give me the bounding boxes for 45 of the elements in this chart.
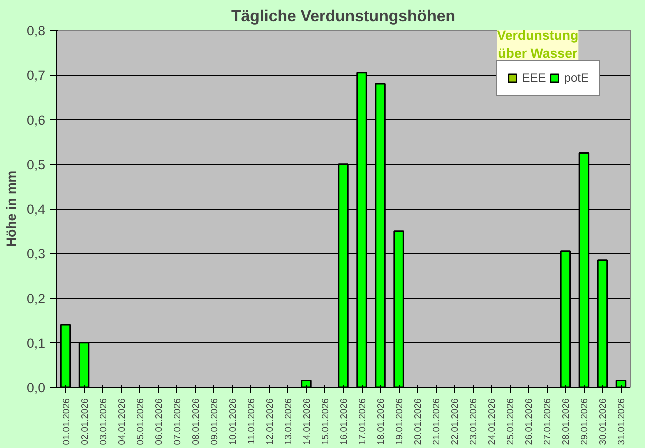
x-tick-label: 14.01.2026 xyxy=(302,398,312,446)
x-tick-label: 10.01.2026 xyxy=(228,398,238,446)
y-tick-label: 0,5 xyxy=(26,157,46,172)
y-tick-label: 0,1 xyxy=(26,336,46,351)
x-tick-label: 04.01.2026 xyxy=(116,398,127,446)
legend-label: EEE xyxy=(522,71,546,85)
x-tick-label: 12.01.2026 xyxy=(264,398,275,446)
x-tick-label: 05.01.2026 xyxy=(135,398,146,446)
x-tick-label: 02.01.2026 xyxy=(80,398,90,446)
x-tick-label: 15.01.2026 xyxy=(320,398,330,446)
x-tick-label: 11.01.2026 xyxy=(246,398,256,444)
x-tick-label: 29.01.2026 xyxy=(580,398,590,446)
x-tick-label: 09.01.2026 xyxy=(209,398,220,446)
y-tick-label: 0,4 xyxy=(26,202,46,217)
x-tick-label: 20.01.2026 xyxy=(413,398,424,446)
x-tick-label: 25.01.2026 xyxy=(506,398,516,446)
x-tick-label: 22.01.2026 xyxy=(450,398,460,446)
y-axis-title: Höhe in mm xyxy=(4,170,19,248)
x-tick-label: 24.01.2026 xyxy=(487,398,498,446)
y-tick-label: 0,2 xyxy=(26,291,46,306)
x-tick-label: 26.01.2026 xyxy=(524,398,534,446)
x-tick-label: 06.01.2026 xyxy=(154,398,164,446)
chart-title: Tägliche Verdunstungshöhen xyxy=(231,8,456,26)
x-tick-label: 18.01.2026 xyxy=(376,398,386,446)
x-tick-label: 28.01.2026 xyxy=(561,398,572,446)
x-tick-label: 23.01.2026 xyxy=(468,398,479,446)
x-tick-label: 01.01.2026 xyxy=(61,398,72,446)
y-tick-label: 0,6 xyxy=(26,112,46,128)
x-tick-label: 27.01.2026 xyxy=(542,398,553,446)
y-tick-label: 0,3 xyxy=(26,246,46,262)
x-tick-label: 07.01.2026 xyxy=(172,398,182,446)
y-tick-label: 0,0 xyxy=(26,380,46,396)
x-tick-label: 19.01.2026 xyxy=(394,398,405,446)
x-tick-label: 16.01.2026 xyxy=(339,398,349,446)
y-tick-label: 0,7 xyxy=(26,68,46,84)
x-tick-label: 30.01.2026 xyxy=(598,398,608,446)
y-tick-label: 0,8 xyxy=(26,24,46,38)
x-tick-label: 17.01.2026 xyxy=(358,398,368,446)
x-tick-label: 13.01.2026 xyxy=(283,398,294,446)
x-tick-label: 31.01.2026 xyxy=(616,398,627,446)
x-tick-label: 21.01.2026 xyxy=(432,398,442,446)
legend-label: potE xyxy=(564,71,589,85)
x-tick-label: 03.01.2026 xyxy=(98,398,108,446)
x-tick-label: 08.01.2026 xyxy=(190,398,201,446)
annotation: Verdunstung über Wasser xyxy=(497,28,579,61)
